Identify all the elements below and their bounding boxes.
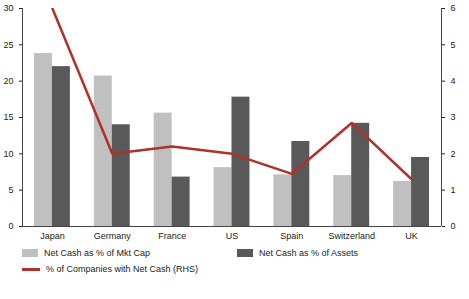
svg-text:2: 2: [451, 149, 456, 159]
svg-text:UK: UK: [405, 231, 418, 241]
svg-text:France: France: [158, 231, 186, 241]
svg-text:5: 5: [451, 40, 456, 50]
svg-text:Spain: Spain: [280, 231, 303, 241]
svg-text:US: US: [226, 231, 239, 241]
svg-text:15: 15: [3, 112, 13, 122]
svg-text:Germany: Germany: [94, 231, 132, 241]
html-text:Net Cash as % of Assets: Net Cash as % of Assets: [259, 248, 358, 258]
html-text:Net Cash as % of Mkt Cap: Net Cash as % of Mkt Cap: [44, 248, 150, 258]
svg-text:0: 0: [451, 221, 456, 231]
svg-text:30: 30: [3, 3, 13, 13]
svg-text:10: 10: [3, 149, 13, 159]
svg-text:25: 25: [3, 40, 13, 50]
svg-text:6: 6: [451, 3, 456, 13]
svg-text:4: 4: [451, 76, 456, 86]
svg-text:5: 5: [8, 185, 13, 195]
svg-text:1: 1: [451, 185, 456, 195]
html-text:% of Companies with Net Cash (: % of Companies with Net Cash (RHS): [46, 264, 199, 274]
svg-text:0: 0: [8, 221, 13, 231]
svg-text:Switzerland: Switzerland: [328, 231, 375, 241]
svg-text:20: 20: [3, 76, 13, 86]
svg-text:3: 3: [451, 112, 456, 122]
svg-text:Japan: Japan: [40, 231, 65, 241]
